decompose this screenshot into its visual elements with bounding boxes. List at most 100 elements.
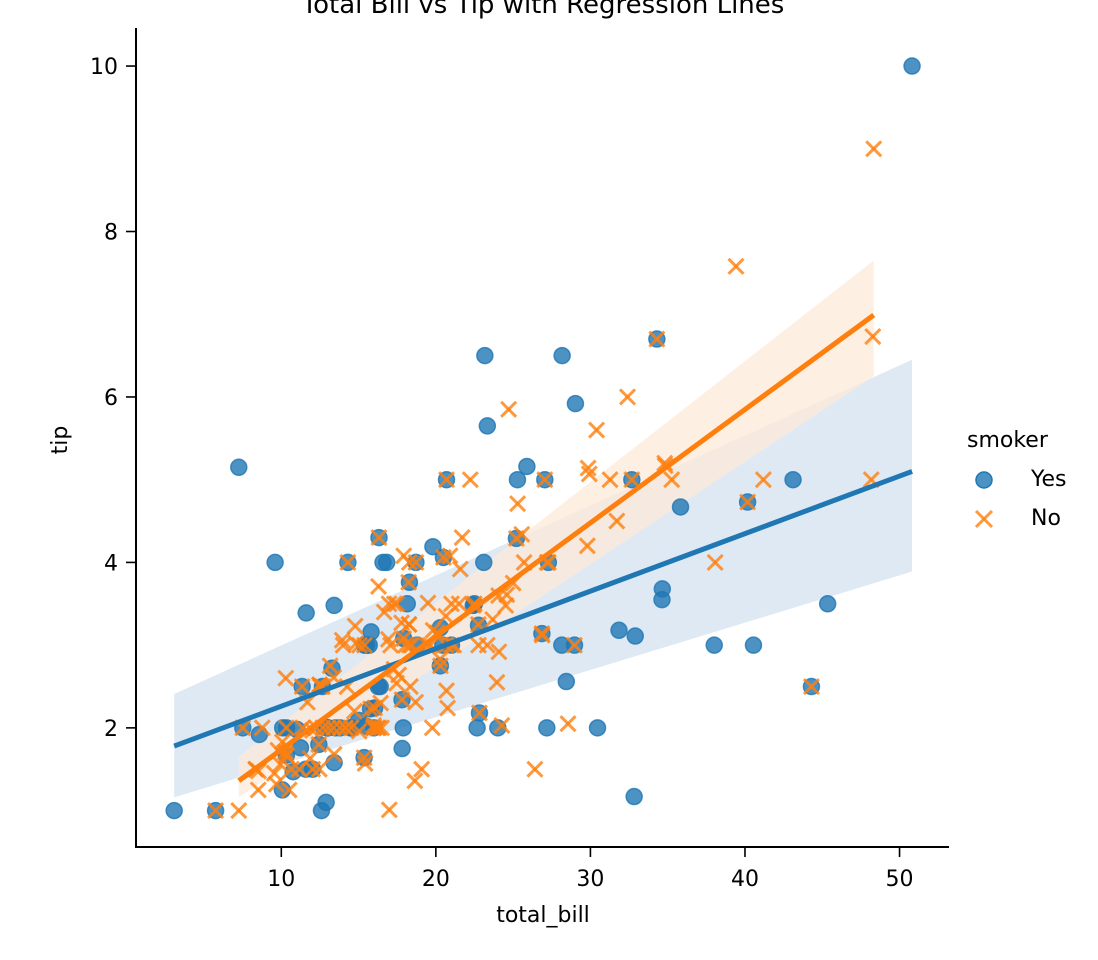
x-tick-label: 40 [731,867,759,892]
point-smoker-yes [478,417,497,435]
point-smoker-no [333,631,351,649]
point-smoker-no [802,677,820,696]
point-smoker-no [579,459,597,477]
confidence-bands [174,260,913,798]
point-smoker-no [470,704,488,722]
point-smoker-yes [818,595,837,613]
y-tick-label: 6 [104,386,118,411]
point-smoker-no [601,471,619,489]
point-smoker-no [380,801,398,819]
point-smoker-no [372,694,390,712]
scatter-points [165,57,921,820]
point-smoker-yes [325,596,343,615]
point-smoker-no [754,471,772,489]
point-smoker-yes [508,470,527,489]
point-smoker-no [350,636,369,654]
regression-line-yes [173,469,913,749]
point-smoker-no [380,595,398,613]
point-smoker-no [361,700,380,718]
point-smoker-yes [705,636,723,654]
point-smoker-no [442,595,461,613]
point-smoker-no [493,716,511,734]
point-smoker-no [207,802,225,820]
point-smoker-no [230,802,248,820]
point-smoker-yes [518,457,536,476]
point-smoker-yes [903,57,921,75]
point-smoker-no [439,699,457,717]
point-smoker-no [739,493,757,511]
point-smoker-no [437,471,456,489]
point-smoker-no [325,745,343,763]
point-smoker-yes [374,553,392,572]
point-smoker-no [277,669,295,687]
regression-line-no [237,313,876,783]
point-smoker-no [865,140,883,158]
point-smoker-no [559,715,577,733]
point-smoker-yes [475,553,493,572]
point-smoker-no [339,553,357,571]
y-tick-label: 8 [104,221,118,246]
point-smoker-no [406,772,424,790]
point-smoker-no [271,755,289,773]
x-tick-label: 10 [267,867,295,892]
point-smoker-no [451,560,469,578]
point-smoker-no [423,719,441,737]
point-smoker-no [280,781,298,799]
point-smoker-no [310,735,328,753]
point-smoker-no [453,529,471,547]
point-smoker-no [864,328,882,346]
point-smoker-no [565,636,584,654]
point-smoker-no [608,512,626,530]
chart-title: Total Bill vs Tip with Regression Lines [301,0,785,20]
x-ticks: 10 20 30 40 50 [267,847,914,892]
point-smoker-yes [394,719,412,737]
point-smoker-yes [744,636,763,654]
point-smoker-no [253,719,271,737]
point-smoker-no [478,636,496,654]
point-smoker-no [419,594,437,612]
legend-label-no: No [1031,506,1061,531]
point-smoker-no [277,719,295,737]
point-smoker-yes [610,621,628,640]
point-smoker-yes [784,470,802,489]
point-smoker-no [533,625,551,643]
point-smoker-no [431,657,449,675]
point-smoker-yes [626,627,644,645]
point-smoker-no [346,617,364,635]
point-smoker-yes [625,787,643,806]
point-smoker-no [400,553,418,571]
point-smoker-yes [653,580,672,598]
legend: smoker Yes No [967,428,1067,531]
point-smoker-no [368,719,386,737]
point-smoker-no [618,388,637,406]
point-smoker-no [356,754,374,773]
point-smoker-no [388,595,406,613]
point-smoker-no [293,677,311,696]
point-smoker-no [321,657,339,675]
legend-marker-no [974,509,994,529]
point-smoker-yes [468,719,486,737]
point-smoker-no [450,595,468,613]
y-tick-label: 2 [104,717,118,742]
point-smoker-no [382,636,400,654]
point-smoker-yes [588,719,607,737]
point-smoker-yes [557,672,576,691]
point-smoker-no [301,749,319,768]
point-smoker-yes [393,739,411,758]
x-tick-label: 30 [576,867,604,892]
point-smoker-yes [476,346,494,365]
point-smoker-no [370,529,388,547]
point-smoker-no [400,615,418,634]
point-smoker-no [580,465,598,483]
point-smoker-yes [266,553,284,572]
point-smoker-no [588,421,606,439]
point-smoker-no [509,495,527,513]
point-smoker-no [461,471,479,489]
point-smoker-no [488,673,506,691]
point-smoker-no [267,775,285,793]
point-smoker-no [663,471,681,489]
y-ticks: 2 4 6 8 10 [90,55,136,742]
point-smoker-no [334,636,352,654]
point-smoker-no [369,577,388,595]
point-smoker-no [249,781,267,799]
